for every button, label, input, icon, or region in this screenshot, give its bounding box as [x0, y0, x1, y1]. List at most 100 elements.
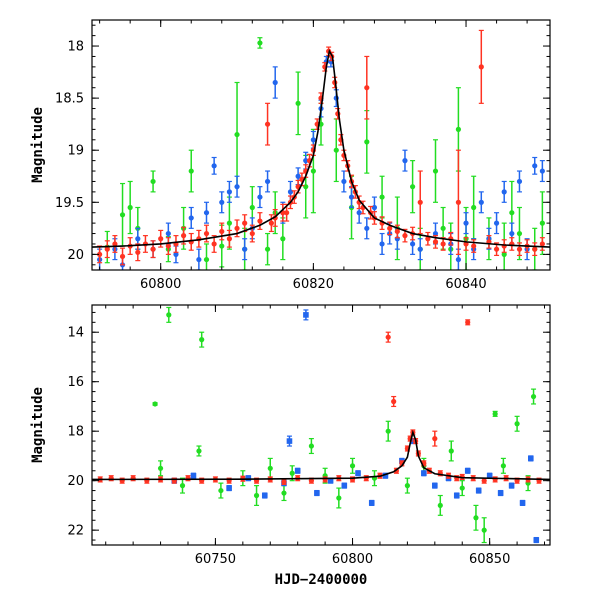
- data-marker: [481, 478, 487, 484]
- bottom-green-point: [404, 477, 410, 494]
- data-marker: [455, 126, 461, 132]
- data-marker: [356, 210, 362, 216]
- data-marker: [97, 251, 103, 257]
- data-marker: [533, 537, 540, 543]
- bottom-green-point: [437, 494, 443, 516]
- data-marker: [417, 246, 423, 252]
- top-red-point: [516, 242, 523, 257]
- data-marker: [190, 472, 197, 479]
- data-marker: [188, 215, 194, 221]
- data-marker: [539, 220, 545, 226]
- bottom-axes: 60750 60800 60850 14 16 18 20 22: [67, 305, 550, 567]
- data-marker: [226, 220, 232, 226]
- top-blue-point: [379, 232, 385, 255]
- top-plot-frame: [91, 19, 551, 271]
- top-blue-point: [272, 66, 278, 99]
- y-tick-label: 14: [67, 326, 84, 341]
- data-marker: [508, 482, 515, 489]
- bottom-blue-point: [475, 487, 482, 494]
- top-panel: 60800 60820 60840 18 18.5 19 19.5 20 Magnitude: [30, 19, 551, 292]
- data-marker: [501, 189, 507, 195]
- top-blue-point: [264, 170, 271, 193]
- bottom-red-point: [322, 476, 328, 483]
- top-blue-point: [463, 212, 469, 235]
- top-green-point: [295, 71, 301, 136]
- bottom-x-axis-label: HJD−2400000: [275, 572, 368, 588]
- data-marker: [226, 189, 232, 195]
- y-tick-label: 18: [67, 40, 84, 55]
- data-marker: [310, 168, 316, 174]
- top-red-point: [501, 239, 507, 253]
- top-green-point: [264, 232, 271, 266]
- data-marker: [516, 178, 523, 185]
- top-model-curve: [92, 49, 550, 248]
- top-red-point: [532, 242, 538, 257]
- data-marker: [327, 477, 334, 484]
- bottom-blue-point: [245, 475, 252, 482]
- bottom-blue-point: [519, 499, 526, 507]
- bottom-blue-point: [355, 470, 361, 477]
- data-marker: [455, 199, 461, 205]
- data-marker: [410, 184, 416, 190]
- top-axes: 60800 60820 60840 18 18.5 19 19.5 20: [55, 20, 550, 292]
- data-marker: [242, 220, 248, 226]
- top-green-point: [471, 175, 477, 240]
- y-tick-label: 20: [67, 248, 84, 263]
- top-red-point: [394, 224, 400, 239]
- y-tick-label: 16: [67, 375, 84, 390]
- bottom-green-point: [152, 401, 158, 407]
- top-red-point: [104, 240, 110, 259]
- data-marker: [432, 482, 438, 489]
- data-marker: [253, 492, 260, 499]
- data-marker: [341, 482, 348, 489]
- bottom-blue-point: [497, 489, 504, 497]
- data-marker: [371, 204, 378, 211]
- y-tick-label: 18.5: [55, 92, 84, 107]
- data-marker: [455, 256, 461, 263]
- top-red-point: [264, 102, 271, 146]
- data-marker: [203, 230, 210, 237]
- data-marker: [348, 194, 355, 200]
- data-marker: [440, 241, 446, 247]
- top-blue-point: [348, 186, 355, 209]
- bottom-red-point: [432, 430, 438, 447]
- bottom-red-point: [281, 478, 287, 485]
- bottom-model-curve: [92, 429, 550, 481]
- top-red-point: [257, 212, 263, 230]
- data-marker: [135, 249, 141, 255]
- data-marker: [264, 246, 271, 252]
- bottom-clipped-data: [92, 306, 550, 544]
- data-marker: [432, 168, 439, 174]
- top-green-point: [410, 160, 416, 214]
- bottom-blue-point: [508, 482, 515, 489]
- data-marker: [528, 455, 534, 462]
- top-blue-point: [501, 180, 507, 203]
- data-marker: [402, 233, 408, 239]
- data-marker: [188, 168, 194, 174]
- x-tick-label: 60800: [140, 277, 181, 292]
- bottom-green-point: [371, 470, 378, 487]
- data-marker: [181, 233, 187, 239]
- data-marker: [471, 243, 477, 249]
- bottom-data-layer: [92, 306, 550, 544]
- top-red-point: [284, 203, 290, 222]
- data-marker: [257, 194, 263, 200]
- data-marker: [404, 483, 410, 489]
- data-marker: [286, 438, 293, 444]
- top-blue-point: [532, 156, 538, 175]
- bottom-green-point: [218, 482, 224, 499]
- top-red-point: [165, 237, 171, 255]
- bottom-green-point: [196, 445, 202, 457]
- data-marker: [196, 256, 202, 263]
- data-marker: [257, 40, 263, 46]
- data-marker: [268, 220, 274, 226]
- bottom-blue-point: [464, 467, 471, 474]
- data-marker: [336, 495, 342, 501]
- data-marker: [432, 230, 439, 237]
- top-blue-point: [402, 149, 408, 172]
- data-marker: [333, 147, 339, 153]
- data-marker: [459, 485, 465, 491]
- top-blue-point: [242, 238, 248, 261]
- data-marker: [437, 502, 443, 509]
- data-marker: [464, 467, 471, 474]
